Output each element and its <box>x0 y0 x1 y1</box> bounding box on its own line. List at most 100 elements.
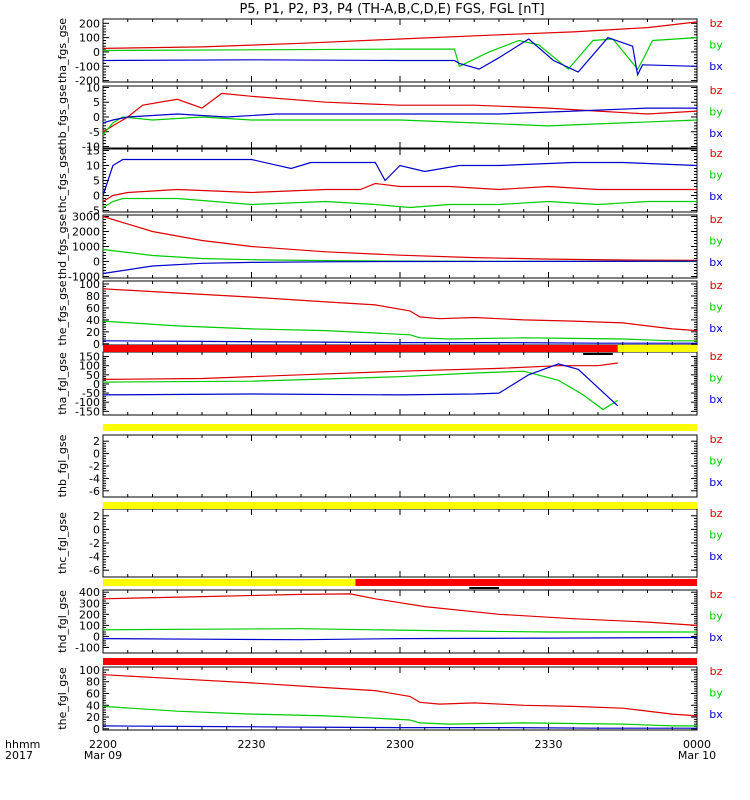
time-tick-label: 0000 <box>683 738 711 751</box>
series-line-bz <box>102 362 618 380</box>
time-row-label-top: hhmm <box>5 738 40 751</box>
y-tick-label: 40 <box>86 314 100 327</box>
legend-bx: bx <box>709 190 723 203</box>
y-tick-label: -2 <box>89 460 100 473</box>
y-tick-label: 0 <box>93 523 100 536</box>
legend-bx: bx <box>709 393 723 406</box>
y-tick-label: 0 <box>93 190 100 203</box>
series-line-bx <box>102 260 698 275</box>
legend-bx: bx <box>709 708 723 721</box>
y-tick-label: 100 <box>79 664 100 677</box>
y-tick-label: -4 <box>89 551 100 564</box>
y-tick-label: 15 <box>86 145 100 158</box>
y-tick-label: 0 <box>93 723 100 736</box>
legend-by: by <box>709 610 723 623</box>
series-line-by <box>102 116 698 136</box>
legend-bx: bx <box>709 631 723 644</box>
y-tick-label: -50 <box>82 387 100 400</box>
y-tick-label: 2 <box>93 435 100 448</box>
y-tick-label: 0 <box>93 448 100 461</box>
y-tick-label: 0 <box>93 338 100 351</box>
y-tick-label: -1000 <box>68 271 100 284</box>
y-tick-label: -5 <box>89 126 100 139</box>
y-tick-label: -4 <box>89 472 100 485</box>
y-tick-label: 200 <box>79 608 100 621</box>
y-tick-label: -100 <box>75 396 100 409</box>
legend-by: by <box>709 455 723 468</box>
mode-bars-group <box>103 345 697 665</box>
legend-by: by <box>709 687 723 700</box>
y-tick-label: 400 <box>79 586 100 599</box>
time-tick-label: 2230 <box>238 738 266 751</box>
y-tick-label: -5 <box>89 205 100 218</box>
y-tick-label: -6 <box>89 485 100 498</box>
legend-bz: bz <box>710 147 723 160</box>
mode-bar-mark <box>583 353 613 355</box>
y-axis-label: thd_fgs_gse <box>56 214 69 280</box>
time-tick-date: Mar 10 <box>678 749 716 762</box>
time-tick-label: 2330 <box>535 738 563 751</box>
chart-title: P5, P1, P2, P3, P4 (TH-A,B,C,D,E) FGS, F… <box>239 2 544 17</box>
panel-frame <box>102 351 698 416</box>
y-tick-label: 0 <box>93 256 100 269</box>
legend-bx: bx <box>709 476 723 489</box>
series-line-by <box>102 705 697 727</box>
mode-bar-segment <box>103 579 356 586</box>
time-tick-date: Mar 09 <box>84 749 122 762</box>
series-line-bx <box>102 725 697 729</box>
y-tick-label: -100 <box>75 60 100 73</box>
legend-by: by <box>709 235 723 248</box>
y-tick-label: 5 <box>93 96 100 109</box>
legend-by: by <box>709 301 723 314</box>
y-axis-label: the_fgl_gse <box>56 667 69 730</box>
y-tick-label: 80 <box>86 290 100 303</box>
panel-6: -6-4-202 thb_fgl_gse bz by bx <box>56 433 723 498</box>
y-axis-label: tha_fgl_gse <box>56 352 69 415</box>
legend-by: by <box>709 169 723 182</box>
y-tick-label: 150 <box>79 351 100 364</box>
y-tick-label: 0 <box>93 46 100 59</box>
y-tick-label: 5 <box>93 175 100 188</box>
series-line-by <box>102 37 698 71</box>
y-tick-label: 0 <box>93 630 100 643</box>
y-tick-label: 2000 <box>72 226 100 239</box>
series-line-bx <box>102 36 698 77</box>
panel-frame <box>102 148 698 213</box>
y-tick-label: -150 <box>75 405 100 418</box>
series-line-bz <box>102 674 698 717</box>
series-line-bx <box>102 363 619 407</box>
legend-bx: bx <box>709 256 723 269</box>
legend-bx: bx <box>709 550 723 563</box>
y-tick-label: 100 <box>79 360 100 373</box>
y-tick-label: 80 <box>86 676 100 689</box>
legend-by: by <box>709 372 723 385</box>
y-axis-label: thb_fgs_gse <box>56 84 69 150</box>
mode-bar-segment <box>103 345 618 352</box>
legend-bz: bz <box>710 279 723 292</box>
legend-bz: bz <box>710 84 723 97</box>
y-tick-label: -100 <box>75 641 100 654</box>
y-tick-label: 1000 <box>72 241 100 254</box>
legend-bz: bz <box>710 350 723 363</box>
mode-bar-segment <box>617 345 697 352</box>
legend-bx: bx <box>709 322 723 335</box>
panel-7: -6-4-202 thc_fgl_gse bz by bx <box>56 507 723 578</box>
y-tick-label: 300 <box>79 597 100 610</box>
y-tick-label: 3000 <box>72 211 100 224</box>
panel-2: -5 0 5 10 15 thc_fgs_gse bz by bx <box>56 145 723 218</box>
y-tick-label: 0 <box>93 111 100 124</box>
panel-frame <box>102 589 698 654</box>
y-tick-label: -10 <box>82 141 100 154</box>
y-tick-label: 0 <box>93 378 100 391</box>
panel-frame <box>102 666 698 731</box>
series-line-bz <box>102 288 698 332</box>
y-axis-label: thc_fgl_gse <box>56 512 69 574</box>
legend-bx: bx <box>709 127 723 140</box>
y-tick-label: 100 <box>79 619 100 632</box>
